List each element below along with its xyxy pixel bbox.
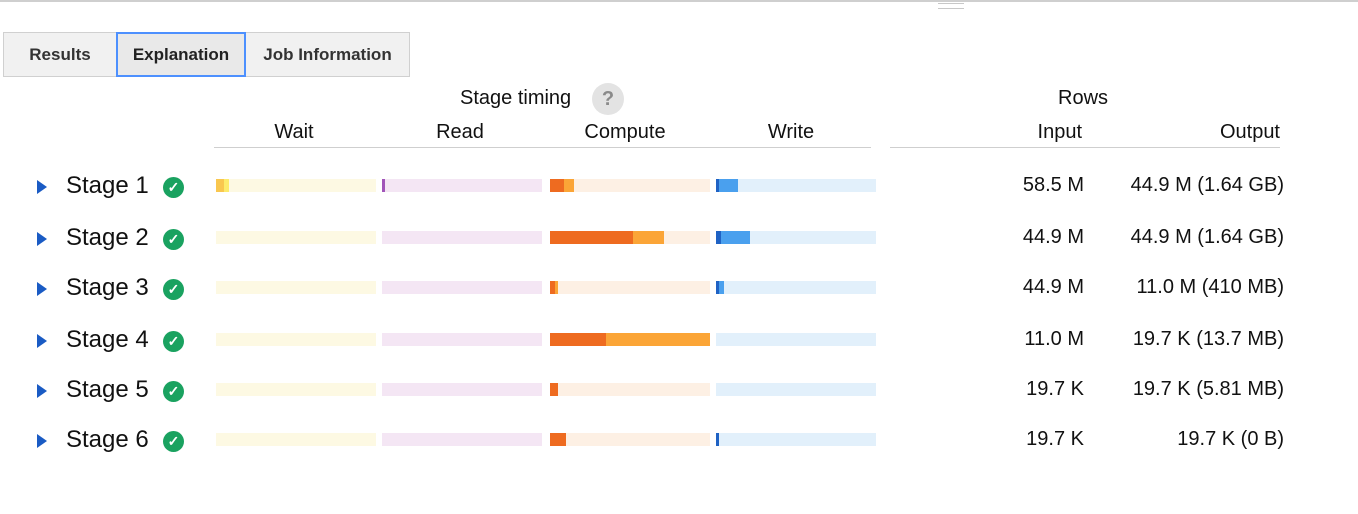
timing-bar-compute	[550, 433, 710, 446]
timing-bar-compute	[550, 333, 710, 346]
timing-bar-compute	[550, 231, 710, 244]
rows-header-rule	[890, 147, 1280, 148]
timing-avg-segment	[716, 179, 719, 192]
timing-avg-segment	[550, 433, 566, 446]
status-check-icon: ✓	[163, 381, 184, 402]
column-header-output: Output	[1219, 121, 1280, 143]
status-check-icon: ✓	[163, 331, 184, 352]
expand-arrow-icon[interactable]	[37, 434, 47, 448]
rows-input-value: 11.0 M	[1024, 328, 1084, 350]
rows-input-value: 58.5 M	[1022, 174, 1084, 196]
expand-arrow-icon[interactable]	[37, 282, 47, 296]
timing-avg-segment	[550, 179, 564, 192]
tab-bar: Results Explanation Job Information	[3, 32, 410, 78]
rows-output-value: 44.9 M (1.64 GB)	[1130, 174, 1284, 196]
tab-job-information[interactable]: Job Information	[245, 32, 410, 77]
timing-bar-write	[716, 433, 876, 446]
timing-bar-compute	[550, 383, 710, 396]
timing-max-segment	[716, 281, 724, 294]
column-header-wait: Wait	[274, 121, 314, 143]
expand-arrow-icon[interactable]	[37, 384, 47, 398]
timing-avg-segment	[550, 231, 633, 244]
timing-bar-wait	[216, 179, 376, 192]
timing-avg-segment	[716, 231, 721, 244]
rows-output-value: 19.7 K (5.81 MB)	[1132, 378, 1284, 400]
column-header-input: Input	[1037, 121, 1082, 143]
timing-avg-segment	[550, 333, 606, 346]
stage-row[interactable]: Stage 5 ✓ 19.7 K 19.7 K (5.81 MB)	[0, 376, 1358, 418]
timing-bar-wait	[216, 333, 376, 346]
timing-avg-segment	[550, 383, 558, 396]
expand-arrow-icon[interactable]	[37, 334, 47, 348]
timing-bar-write	[716, 231, 876, 244]
stage-row[interactable]: Stage 4 ✓ 11.0 M 19.7 K (13.7 MB)	[0, 326, 1358, 368]
stage-name[interactable]: Stage 1	[66, 172, 149, 199]
timing-bar-compute	[550, 179, 710, 192]
status-check-icon: ✓	[163, 229, 184, 250]
column-header-read: Read	[436, 121, 484, 143]
stage-name[interactable]: Stage 3	[66, 274, 149, 301]
timing-avg-segment	[550, 281, 555, 294]
stage-row[interactable]: Stage 1 ✓ 58.5 M 44.9 M (1.64 GB)	[0, 172, 1358, 214]
timing-bar-read	[382, 383, 542, 396]
timing-bar-read	[382, 433, 542, 446]
timing-bar-write	[716, 281, 876, 294]
timing-avg-segment	[716, 281, 719, 294]
timing-bar-write	[716, 333, 876, 346]
timing-bar-wait	[216, 281, 376, 294]
timing-bar-write	[716, 179, 876, 192]
timing-max-segment	[716, 231, 750, 244]
panel-divider	[0, 0, 1358, 2]
status-check-icon: ✓	[163, 177, 184, 198]
timing-bar-read	[382, 281, 542, 294]
stage-name[interactable]: Stage 2	[66, 224, 149, 251]
timing-bar-write	[716, 383, 876, 396]
rows-output-value: 11.0 M (410 MB)	[1136, 276, 1284, 298]
stage-name[interactable]: Stage 4	[66, 326, 149, 353]
rows-heading: Rows	[1058, 87, 1109, 109]
stage-row[interactable]: Stage 2 ✓ 44.9 M 44.9 M (1.64 GB)	[0, 224, 1358, 266]
rows-output-value: 44.9 M (1.64 GB)	[1130, 226, 1284, 248]
expand-arrow-icon[interactable]	[37, 232, 47, 246]
stage-name[interactable]: Stage 5	[66, 376, 149, 403]
resize-handle[interactable]	[938, 3, 964, 9]
stage-row[interactable]: Stage 6 ✓ 19.7 K 19.7 K (0 B)	[0, 426, 1358, 468]
stage-name[interactable]: Stage 6	[66, 426, 149, 453]
column-header-compute: Compute	[584, 121, 666, 143]
timing-bar-compute	[550, 281, 710, 294]
timing-avg-segment	[382, 179, 385, 192]
help-icon[interactable]: ?	[592, 83, 624, 115]
tab-explanation[interactable]: Explanation	[116, 32, 246, 77]
timing-avg-segment	[716, 433, 719, 446]
timing-bar-wait	[216, 383, 376, 396]
timing-bar-wait	[216, 433, 376, 446]
status-check-icon: ✓	[163, 431, 184, 452]
expand-arrow-icon[interactable]	[37, 180, 47, 194]
timing-bar-read	[382, 179, 542, 192]
stage-timing-heading: Stage timing	[460, 87, 572, 109]
timing-max-segment	[716, 179, 738, 192]
tab-results[interactable]: Results	[3, 32, 117, 77]
status-check-icon: ✓	[163, 279, 184, 300]
rows-output-value: 19.7 K (0 B)	[1177, 428, 1284, 450]
timing-header-rule	[214, 147, 871, 148]
rows-input-value: 19.7 K	[1026, 378, 1084, 400]
timing-avg-segment	[216, 179, 224, 192]
column-header-write: Write	[767, 121, 815, 143]
rows-input-value: 19.7 K	[1026, 428, 1084, 450]
rows-input-value: 44.9 M	[1022, 226, 1084, 248]
timing-bar-read	[382, 231, 542, 244]
rows-output-value: 19.7 K (13.7 MB)	[1132, 328, 1284, 350]
stage-row[interactable]: Stage 3 ✓ 44.9 M 11.0 M (410 MB)	[0, 274, 1358, 316]
rows-input-value: 44.9 M	[1022, 276, 1084, 298]
timing-bar-wait	[216, 231, 376, 244]
timing-bar-read	[382, 333, 542, 346]
